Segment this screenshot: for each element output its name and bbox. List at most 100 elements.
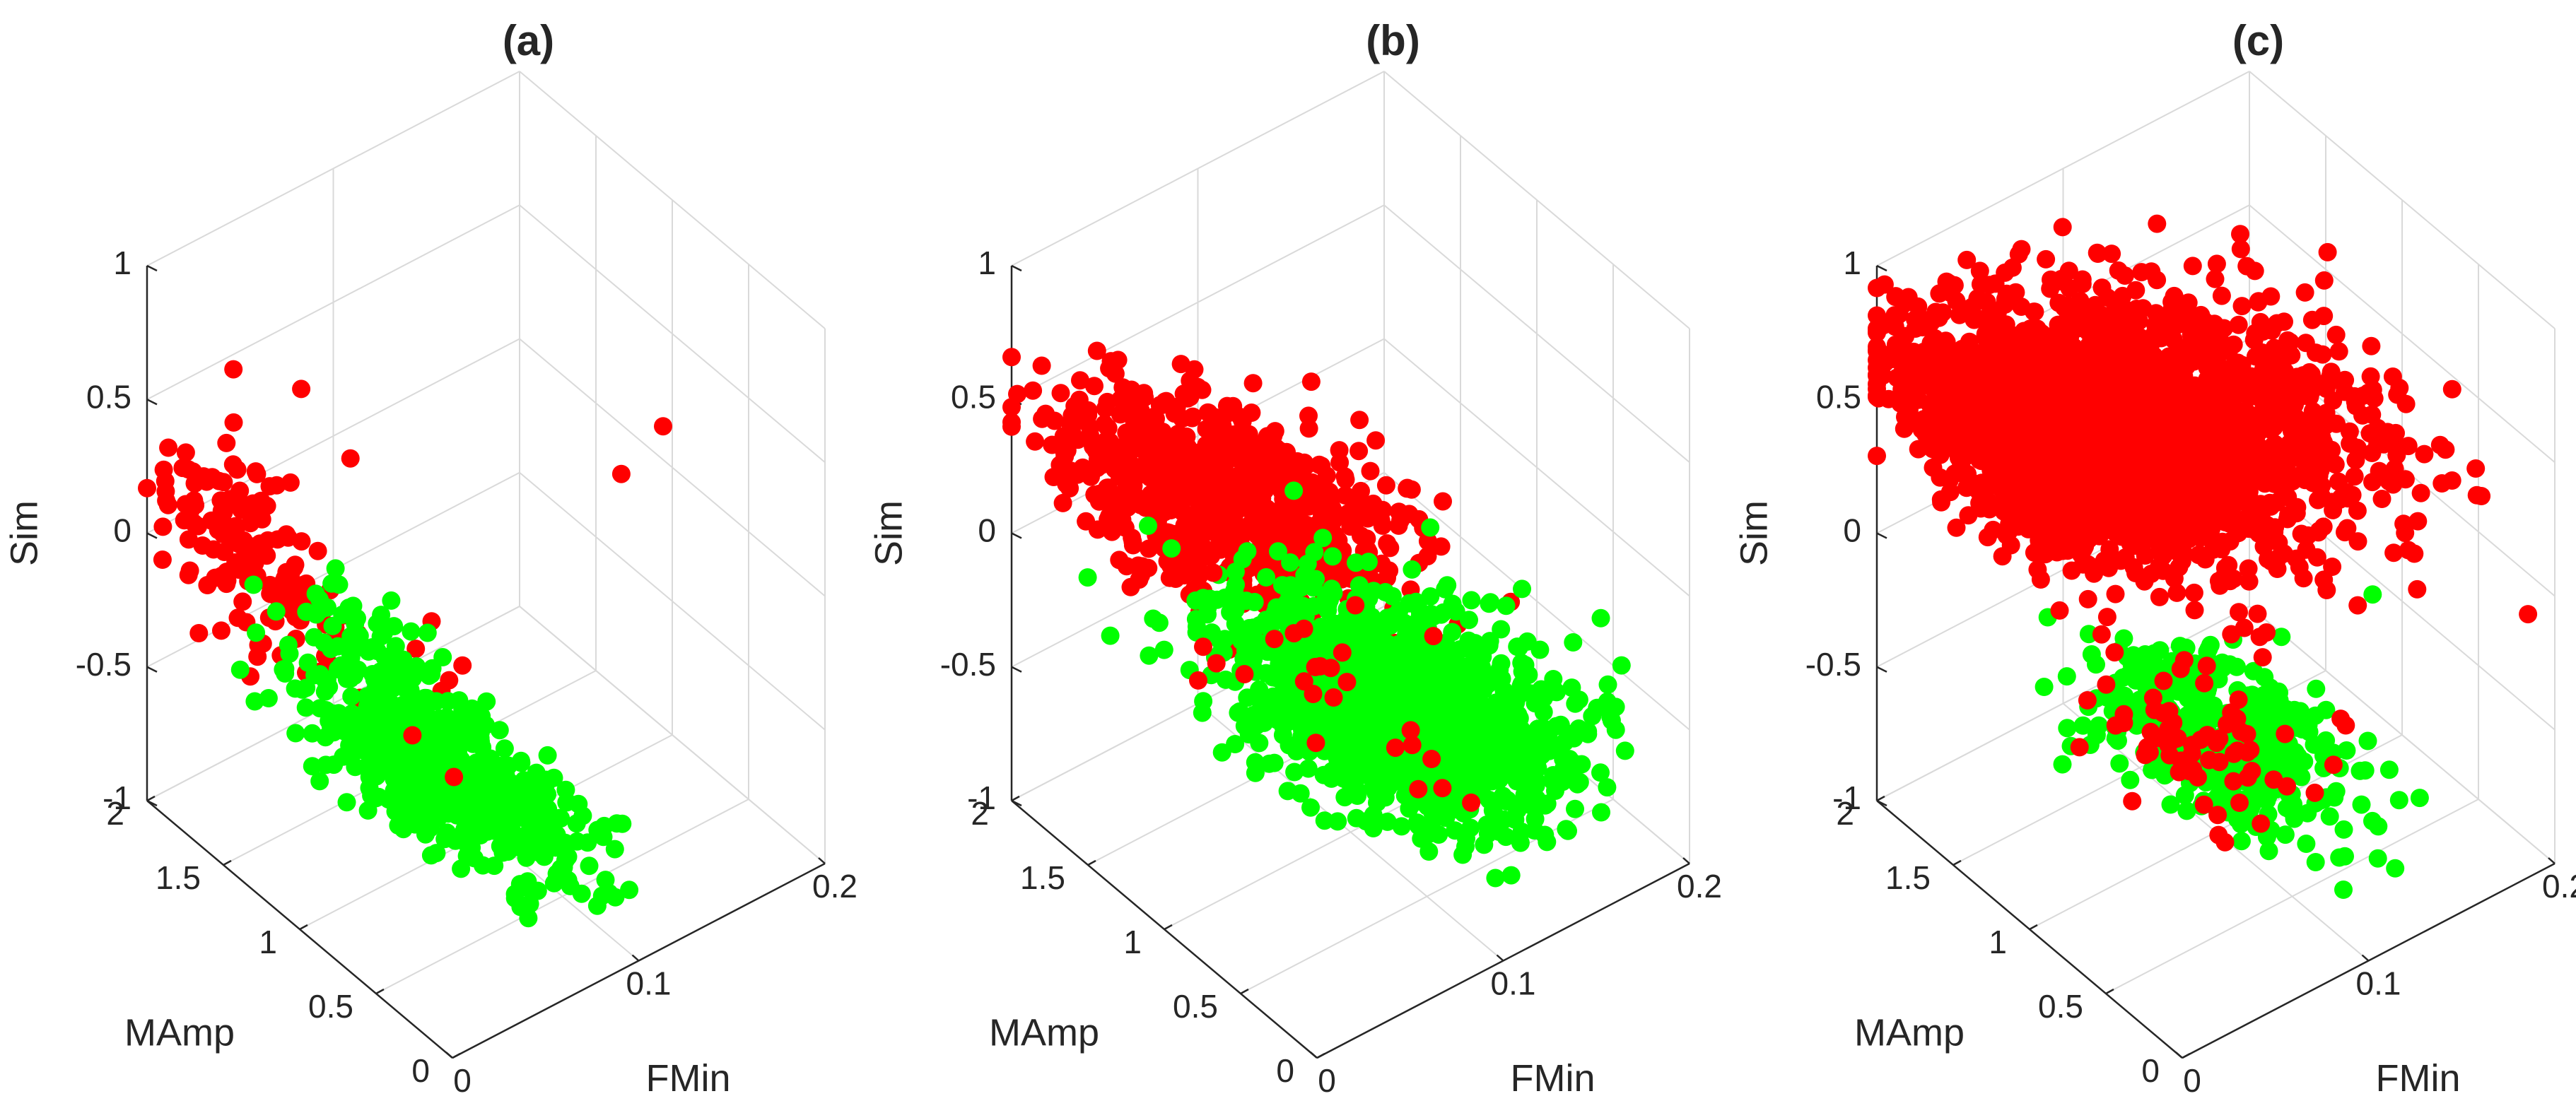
scatter-point-red: [1226, 427, 1245, 446]
scatter-point-green: [1162, 539, 1181, 558]
scatter-point-green: [517, 825, 536, 844]
sim-tick-mark: [1876, 532, 1887, 539]
scatter-point-green: [410, 712, 429, 730]
scatter-point-green: [1588, 698, 1607, 717]
scatter-point-green: [2306, 853, 2325, 871]
scatter-point-green: [1564, 633, 1583, 652]
scatter-point-red-overlay: [1204, 563, 1223, 582]
scatter-point-green: [315, 682, 334, 701]
scatter-point-green: [445, 784, 464, 803]
scatter-point-red: [1111, 405, 1130, 424]
scatter-point-red: [282, 601, 301, 620]
scatter-point-green: [1233, 550, 1252, 569]
scatter-point-red: [2323, 558, 2342, 576]
sim-tick-label: 0: [1843, 512, 1861, 549]
scatter-point-green: [467, 787, 486, 806]
scatter-point-green: [1429, 796, 1447, 815]
fmin-tick-mark: [2548, 857, 2555, 864]
scatter-point-red: [2314, 271, 2334, 290]
scatter-point-red: [1087, 442, 1106, 461]
scatter-point-green: [605, 840, 624, 859]
grid-line: [1383, 338, 1690, 597]
scatter-point-red: [224, 360, 243, 379]
scatter-point-green: [1412, 611, 1432, 630]
scatter-point-green: [1412, 659, 1431, 678]
fmin-tick-label: 0.1: [2356, 965, 2401, 1002]
scatter-point-red: [1183, 407, 1202, 426]
scatter-point-red-overlay: [1306, 734, 1325, 753]
scatter-point-green: [1241, 647, 1260, 666]
scatter-point-green: [2330, 848, 2349, 867]
scatter-point-green: [1257, 568, 1276, 587]
scatter-point-green: [2379, 760, 2399, 779]
scatter-point-green: [1359, 553, 1378, 572]
fmin-axis-label: FMin: [646, 1057, 731, 1100]
scatter-point-green: [2114, 668, 2133, 687]
scatter-point-green: [519, 909, 538, 928]
scatter-point-green: [2177, 801, 2196, 820]
scatter-point-red: [1100, 359, 1119, 378]
scatter-point-green: [1225, 601, 1244, 620]
scatter-point-red: [1171, 355, 1190, 374]
mamp-tick-label: 0.5: [1173, 988, 1218, 1025]
mamp-tick-mark: [1953, 859, 1962, 866]
scatter-point-red: [1135, 442, 1154, 461]
scatter-point-red: [1299, 419, 1318, 438]
scatter-point-green: [2170, 637, 2189, 656]
scatter-point-red: [1008, 384, 1026, 404]
scatter-point-red: [406, 640, 426, 659]
scatter-point-red: [153, 550, 172, 569]
scatter-point-red: [1223, 485, 1242, 504]
scatter-point-red-overlay: [1346, 596, 1365, 615]
scatter-point-red: [1358, 509, 1377, 528]
scatter-point-green: [1342, 697, 1361, 716]
fmin-tick-label: 0.2: [812, 868, 857, 905]
mamp-tick-mark: [1876, 795, 1885, 802]
grid-line: [1383, 471, 1690, 731]
scatter-point-green: [2297, 835, 2316, 853]
sim-tick-mark: [1876, 799, 1887, 807]
fmin-tick-label: 0.2: [1677, 868, 1722, 905]
mamp-tick-label: 0: [2141, 1052, 2160, 1089]
scatter-point-green: [1298, 554, 1317, 573]
scatter-point-green: [1482, 767, 1501, 787]
scatter-point-red: [1190, 567, 1209, 585]
scatter-point-green: [580, 856, 599, 876]
scatter-point-red: [1186, 510, 1205, 529]
scatter-point-red: [2384, 543, 2404, 563]
scatter-point-green: [2259, 787, 2278, 806]
scatter-point-green: [1456, 706, 1475, 725]
scatter-point-green: [2352, 795, 2371, 814]
scatter-point-green: [1497, 757, 1516, 776]
scatter-point-green: [1287, 742, 1306, 761]
scatter-point-green: [2386, 859, 2405, 878]
scatter-point-red: [156, 482, 175, 501]
scatter-point-green: [1419, 842, 1439, 861]
grid-line: [146, 338, 520, 534]
scatter-point-green: [1270, 668, 1288, 687]
scatter-point-green: [1538, 794, 1557, 813]
grid-line: [1011, 204, 1385, 401]
scatter-point-red: [2415, 444, 2434, 464]
scatter-point-red: [1002, 417, 1021, 436]
scatter-point-red: [1243, 374, 1263, 393]
scatter-point-green: [1567, 755, 1586, 774]
sim-tick-label: 0: [113, 512, 131, 549]
sim-tick-mark: [1011, 532, 1022, 539]
scatter-point-green: [2334, 820, 2353, 839]
scatter-point-red: [1267, 471, 1286, 490]
fmin-axis-label: FMin: [1511, 1057, 1596, 1100]
scatter-point-green: [2270, 709, 2289, 728]
scatter-point-green: [467, 753, 486, 772]
mamp-tick-mark: [2105, 988, 2114, 995]
scatter-point-green: [498, 811, 516, 830]
scatter-point-green: [1562, 678, 1581, 697]
scatter-point-red: [1099, 478, 1118, 497]
grid-line: [375, 799, 749, 994]
mamp-tick-mark: [452, 1052, 461, 1059]
scatter-point-red: [1391, 511, 1410, 530]
scatter-point-red: [1053, 493, 1072, 512]
scatter-point-green: [2307, 679, 2326, 698]
scatter-point-red: [1148, 464, 1167, 483]
scatter-point-red: [1294, 515, 1313, 534]
